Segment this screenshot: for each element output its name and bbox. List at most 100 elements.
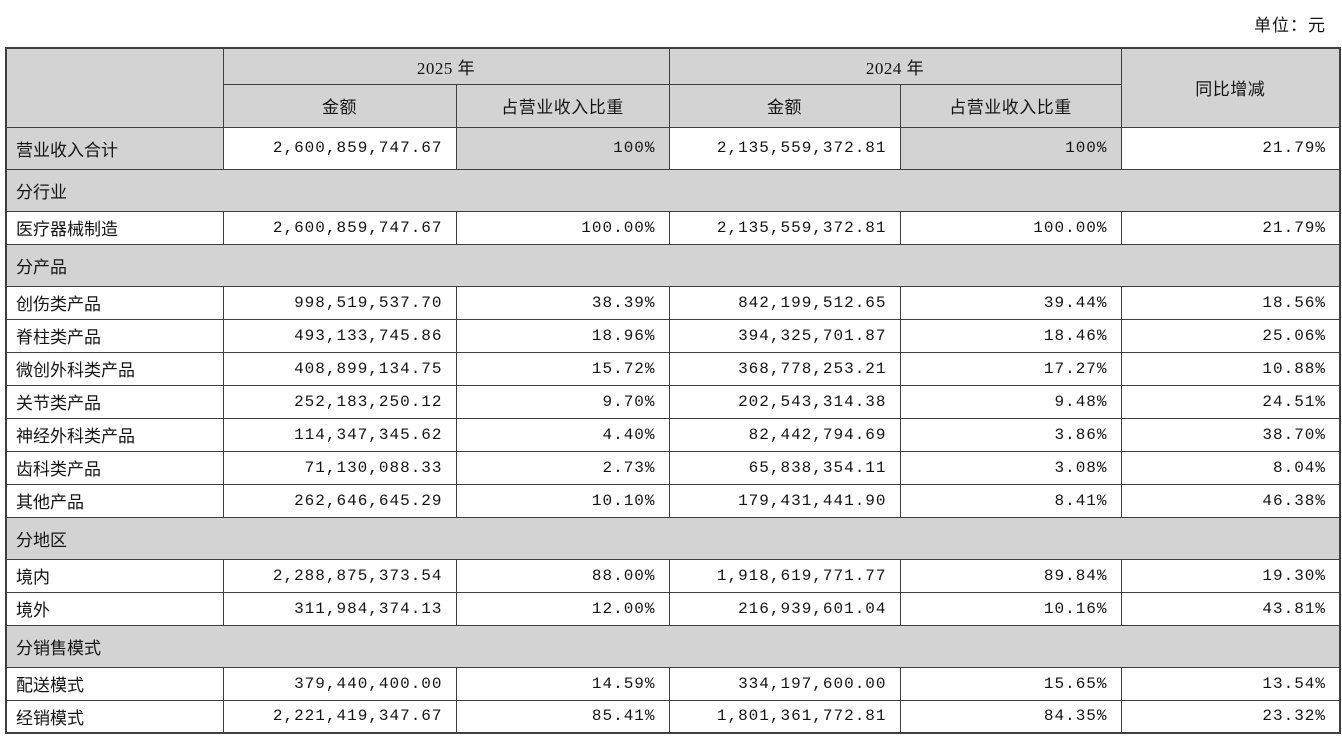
amount-2024-cell: 1,801,361,772.81 xyxy=(668,699,901,734)
table-row: 境内 2,288,875,373.54 88.00% 1,918,619,771… xyxy=(5,558,1341,593)
amount-2025-cell: 2,600,859,747.67 xyxy=(222,126,457,170)
ratio-2024-cell: 8.41% xyxy=(899,483,1122,518)
ratio-2025-cell: 100.00% xyxy=(455,210,670,245)
amount-2024-cell: 1,918,619,771.77 xyxy=(668,558,901,593)
amount-2025-cell: 379,440,400.00 xyxy=(222,666,457,701)
table-row: 配送模式 379,440,400.00 14.59% 334,197,600.0… xyxy=(5,666,1341,701)
amount-2025-cell: 2,600,859,747.67 xyxy=(222,210,457,245)
amount-2024-cell: 2,135,559,372.81 xyxy=(668,126,901,170)
table-header: 2025 年 2024 年 同比增减 金额 占营业收入比重 金额 占营业收入比重 xyxy=(5,47,1341,128)
amount-2025-cell: 408,899,134.75 xyxy=(222,351,457,386)
amount-2024-header: 金额 xyxy=(668,83,901,128)
yoy-cell: 46.38% xyxy=(1120,483,1341,518)
table-row: 境外 311,984,374.13 12.00% 216,939,601.04 … xyxy=(5,591,1341,626)
amount-2024-cell: 216,939,601.04 xyxy=(668,591,901,626)
ratio-2025-header: 占营业收入比重 xyxy=(455,83,670,128)
ratio-2024-cell: 100% xyxy=(899,126,1122,170)
yoy-cell: 13.54% xyxy=(1120,666,1341,701)
table-row: 神经外科类产品 114,347,345.62 4.40% 82,442,794.… xyxy=(5,417,1341,452)
amount-2025-cell: 998,519,537.70 xyxy=(222,285,457,320)
header-row-metrics: 金额 占营业收入比重 金额 占营业收入比重 xyxy=(6,83,1340,128)
row-label-cell: 神经外科类产品 xyxy=(5,417,224,452)
section-row: 分行业 xyxy=(5,168,1341,212)
ratio-2024-cell: 89.84% xyxy=(899,558,1122,593)
ratio-2025-cell: 9.70% xyxy=(455,384,670,419)
ratio-2025-cell: 100% xyxy=(455,126,670,170)
row-label-cell: 医疗器械制造 xyxy=(5,210,224,245)
ratio-2025-cell: 10.10% xyxy=(455,483,670,518)
ratio-2025-cell: 12.00% xyxy=(455,591,670,626)
yoy-cell: 10.88% xyxy=(1120,351,1341,386)
amount-2025-cell: 2,288,875,373.54 xyxy=(222,558,457,593)
ratio-2025-cell: 88.00% xyxy=(455,558,670,593)
ratio-2025-cell: 18.96% xyxy=(455,318,670,353)
row-label-cell: 脊柱类产品 xyxy=(5,318,224,353)
amount-2024-cell: 334,197,600.00 xyxy=(668,666,901,701)
row-label-cell: 境内 xyxy=(5,558,224,593)
yoy-cell: 38.70% xyxy=(1120,417,1341,452)
row-label-cell: 齿科类产品 xyxy=(5,450,224,485)
ratio-2024-cell: 15.65% xyxy=(899,666,1122,701)
year-2024-header: 2024 年 xyxy=(668,47,1122,85)
amount-2025-cell: 311,984,374.13 xyxy=(222,591,457,626)
ratio-2024-cell: 18.46% xyxy=(899,318,1122,353)
amount-2024-cell: 394,325,701.87 xyxy=(668,318,901,353)
table-row: 创伤类产品 998,519,537.70 38.39% 842,199,512.… xyxy=(5,285,1341,320)
yoy-cell: 19.30% xyxy=(1120,558,1341,593)
table-row: 经销模式 2,221,419,347.67 85.41% 1,801,361,7… xyxy=(5,699,1341,734)
corner-cell xyxy=(5,47,224,128)
section-label-cell: 分地区 xyxy=(5,516,1341,560)
table-row: 医疗器械制造 2,600,859,747.67 100.00% 2,135,55… xyxy=(5,210,1341,245)
table-row: 其他产品 262,646,645.29 10.10% 179,431,441.9… xyxy=(5,483,1341,518)
year-2025-header: 2025 年 xyxy=(222,47,670,85)
ratio-2025-cell: 15.72% xyxy=(455,351,670,386)
table-row: 关节类产品 252,183,250.12 9.70% 202,543,314.3… xyxy=(5,384,1341,419)
section-row: 分地区 xyxy=(5,516,1341,560)
yoy-cell: 24.51% xyxy=(1120,384,1341,419)
ratio-2024-cell: 10.16% xyxy=(899,591,1122,626)
amount-2025-cell: 252,183,250.12 xyxy=(222,384,457,419)
yoy-cell: 21.79% xyxy=(1120,210,1341,245)
yoy-cell: 8.04% xyxy=(1120,450,1341,485)
ratio-2025-cell: 4.40% xyxy=(455,417,670,452)
table-body: 营业收入合计 2,600,859,747.67 100% 2,135,559,3… xyxy=(5,126,1341,734)
ratio-2024-cell: 39.44% xyxy=(899,285,1122,320)
ratio-2024-cell: 84.35% xyxy=(899,699,1122,734)
row-label-cell: 其他产品 xyxy=(5,483,224,518)
ratio-2024-cell: 3.86% xyxy=(899,417,1122,452)
section-label-cell: 分行业 xyxy=(5,168,1341,212)
ratio-2025-cell: 2.73% xyxy=(455,450,670,485)
amount-2025-cell: 71,130,088.33 xyxy=(222,450,457,485)
row-label-cell: 经销模式 xyxy=(5,699,224,734)
yoy-cell: 23.32% xyxy=(1120,699,1341,734)
amount-2025-cell: 493,133,745.86 xyxy=(222,318,457,353)
row-label-cell: 关节类产品 xyxy=(5,384,224,419)
ratio-2024-header: 占营业收入比重 xyxy=(899,83,1122,128)
ratio-2025-cell: 14.59% xyxy=(455,666,670,701)
amount-2024-cell: 82,442,794.69 xyxy=(668,417,901,452)
table-row: 脊柱类产品 493,133,745.86 18.96% 394,325,701.… xyxy=(5,318,1341,353)
row-label-cell: 营业收入合计 xyxy=(5,126,224,170)
table-row: 微创外科类产品 408,899,134.75 15.72% 368,778,25… xyxy=(5,351,1341,386)
ratio-2024-cell: 3.08% xyxy=(899,450,1122,485)
table-row: 营业收入合计 2,600,859,747.67 100% 2,135,559,3… xyxy=(5,126,1341,170)
yoy-cell: 21.79% xyxy=(1120,126,1341,170)
section-row: 分销售模式 xyxy=(5,624,1341,668)
amount-2024-cell: 202,543,314.38 xyxy=(668,384,901,419)
ratio-2025-cell: 85.41% xyxy=(455,699,670,734)
amount-2025-cell: 262,646,645.29 xyxy=(222,483,457,518)
ratio-2025-cell: 38.39% xyxy=(455,285,670,320)
yoy-cell: 25.06% xyxy=(1120,318,1341,353)
table-row: 齿科类产品 71,130,088.33 2.73% 65,838,354.11 … xyxy=(5,450,1341,485)
yoy-cell: 43.81% xyxy=(1120,591,1341,626)
amount-2024-cell: 65,838,354.11 xyxy=(668,450,901,485)
ratio-2024-cell: 100.00% xyxy=(899,210,1122,245)
amount-2025-cell: 2,221,419,347.67 xyxy=(222,699,457,734)
amount-2024-cell: 842,199,512.65 xyxy=(668,285,901,320)
revenue-breakdown-table: 2025 年 2024 年 同比增减 金额 占营业收入比重 金额 占营业收入比重… xyxy=(5,47,1341,734)
row-label-cell: 配送模式 xyxy=(5,666,224,701)
section-label-cell: 分销售模式 xyxy=(5,624,1341,668)
ratio-2024-cell: 17.27% xyxy=(899,351,1122,386)
section-row: 分产品 xyxy=(5,243,1341,287)
